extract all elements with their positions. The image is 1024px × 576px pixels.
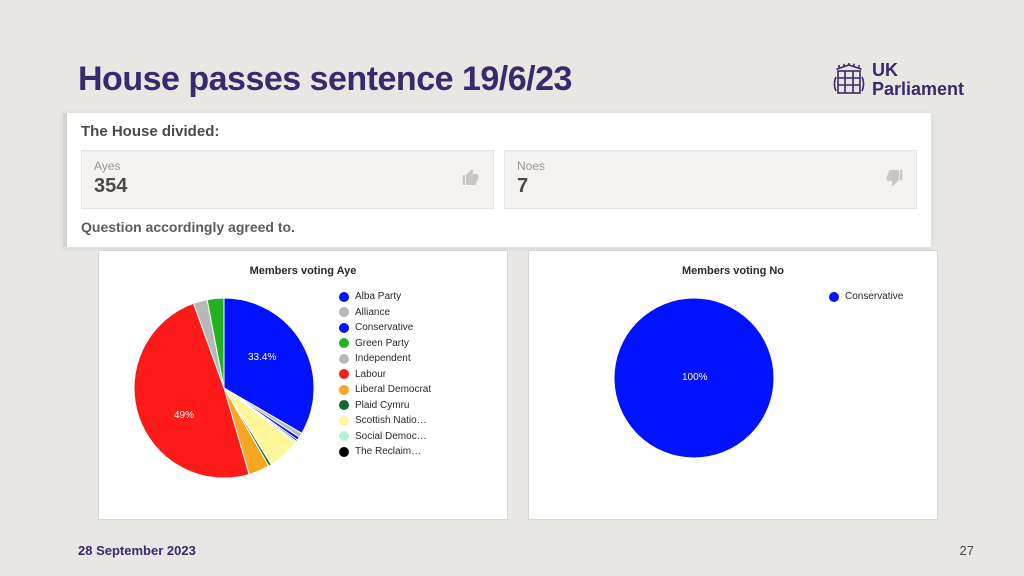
legend-item: Alliance [339,305,499,321]
logo-line2: Parliament [872,80,964,99]
legend-swatch [339,369,349,379]
legend-label: Independent [355,351,411,367]
legend-swatch [339,292,349,302]
legend-item: Conservative [829,289,903,305]
legend-swatch [339,447,349,457]
legend-item: Alba Party [339,289,499,305]
legend-swatch [829,292,839,302]
legend-item: Green Party [339,336,499,352]
agreed-text: Question accordingly agreed to. [81,219,917,235]
legend-swatch [339,338,349,348]
no-pie-chart: 100% [609,293,779,463]
legend-label: Green Party [355,336,409,352]
legend-label: Social Democ… [355,429,427,445]
legend-label: Conservative [355,320,413,336]
legend-item: Social Democ… [339,429,499,445]
noes-label: Noes [517,159,904,173]
aye-chart-title: Members voting Aye [99,251,507,283]
aye-legend: Alba PartyAllianceConservativeGreen Part… [339,289,499,460]
page-title: House passes sentence 19/6/23 [78,60,572,99]
thumbs-up-icon [461,167,481,192]
vote-summary-card: The House divided: Ayes 354 Noes 7 [62,112,932,248]
portcullis-icon [832,63,866,97]
legend-label: Alliance [355,305,390,321]
legend-item: Liberal Democrat [339,382,499,398]
aye-chart-card: Members voting Aye 33.4% 49% Alba PartyAl… [98,250,508,520]
legend-item: The Reclaim… [339,444,499,460]
legend-swatch [339,385,349,395]
no-chart-title: Members voting No [529,251,937,283]
uk-parliament-logo: UK Parliament [832,61,964,99]
legend-label: Alba Party [355,289,401,305]
pie-slice-label: 49% [174,410,194,421]
footer-page-number: 27 [960,543,974,558]
ayes-box: Ayes 354 [81,150,494,209]
noes-value: 7 [517,175,904,198]
noes-box: Noes 7 [504,150,917,209]
legend-item: Labour [339,367,499,383]
no-legend: Conservative [829,289,903,305]
footer-date: 28 September 2023 [78,543,196,558]
legend-label: Labour [355,367,386,383]
pie-slice-label: 33.4% [248,352,276,363]
legend-item: Plaid Cymru [339,398,499,414]
legend-label: Liberal Democrat [355,382,431,398]
legend-item: Conservative [339,320,499,336]
ayes-value: 354 [94,175,481,198]
aye-pie-chart: 33.4% 49% [129,293,319,483]
legend-swatch [339,307,349,317]
legend-label: Scottish Natio… [355,413,427,429]
legend-swatch [339,431,349,441]
logo-line1: UK [872,61,964,80]
no-chart-card: Members voting No 100% Conservative [528,250,938,520]
legend-swatch [339,354,349,364]
legend-item: Scottish Natio… [339,413,499,429]
legend-label: Conservative [845,289,903,305]
legend-label: Plaid Cymru [355,398,409,414]
legend-swatch [339,323,349,333]
legend-label: The Reclaim… [355,444,421,460]
legend-item: Independent [339,351,499,367]
legend-swatch [339,416,349,426]
ayes-label: Ayes [94,159,481,173]
divided-label: The House divided: [81,123,917,140]
pie-slice-label: 100% [682,372,708,383]
thumbs-down-icon [884,167,904,192]
legend-swatch [339,400,349,410]
